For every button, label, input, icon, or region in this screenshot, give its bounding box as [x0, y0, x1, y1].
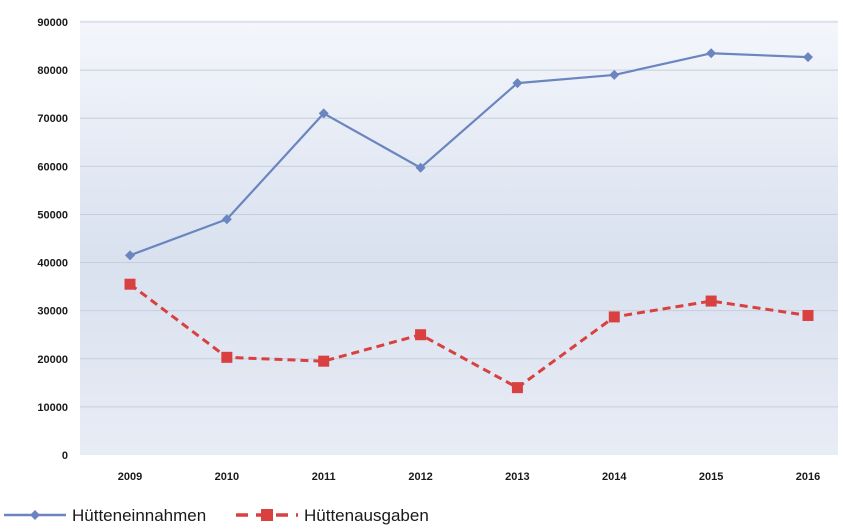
y-tick-label: 60000	[37, 161, 68, 173]
legend-label: Hüttenausgaben	[304, 506, 429, 525]
y-tick-label: 20000	[37, 354, 68, 366]
y-tick-label: 40000	[37, 258, 68, 270]
data-point	[705, 295, 717, 307]
data-point	[318, 108, 329, 119]
y-tick-label: 30000	[37, 306, 68, 318]
data-point	[802, 309, 814, 321]
data-point	[706, 48, 717, 59]
x-tick-label: 2012	[408, 471, 432, 483]
series-group	[124, 48, 814, 394]
x-tick-label: 2009	[118, 471, 142, 483]
x-tick-label: 2010	[215, 471, 239, 483]
data-point	[609, 69, 620, 80]
plot-area	[80, 20, 838, 455]
x-tick-label: 2015	[699, 471, 723, 483]
y-tick-label: 10000	[37, 402, 68, 414]
x-tick-label: 2011	[312, 471, 336, 483]
series-line	[129, 52, 809, 257]
data-point	[512, 78, 523, 89]
x-tick-label: 2014	[602, 471, 627, 483]
legend-marker	[261, 509, 273, 521]
y-tick-label: 50000	[37, 209, 68, 221]
y-tick-label: 80000	[37, 65, 68, 77]
data-point	[415, 329, 427, 341]
legend: Hütteneinnahmen Hüttenausgaben	[4, 506, 429, 525]
y-axis: 0 10000 20000 30000 40000 50000 60000 70000 8000…	[37, 17, 68, 462]
data-point	[415, 162, 426, 173]
x-tick-label: 2016	[796, 471, 820, 483]
gridlines	[80, 21, 838, 408]
series-0	[125, 48, 813, 261]
x-tick-label: 2013	[505, 471, 529, 483]
data-point	[803, 52, 813, 63]
data-point	[318, 355, 330, 367]
y-tick-label: 70000	[37, 113, 68, 125]
x-axis: 2009 2010 2011 2012 2013 2014 2015 2016	[118, 471, 820, 483]
data-point	[221, 351, 233, 363]
series-1	[124, 278, 814, 394]
data-point	[511, 382, 523, 394]
data-point	[124, 278, 136, 290]
series-line	[129, 283, 809, 390]
legend-item: Hüttenausgaben	[236, 506, 429, 525]
data-point	[125, 250, 135, 261]
legend-label: Hütteneinnahmen	[72, 506, 206, 525]
legend-marker	[30, 510, 40, 520]
y-tick-label: 90000	[37, 17, 68, 29]
data-point	[608, 311, 620, 323]
data-point	[221, 214, 232, 225]
legend-item: Hütteneinnahmen	[4, 506, 206, 525]
y-tick-label: 0	[62, 450, 68, 462]
